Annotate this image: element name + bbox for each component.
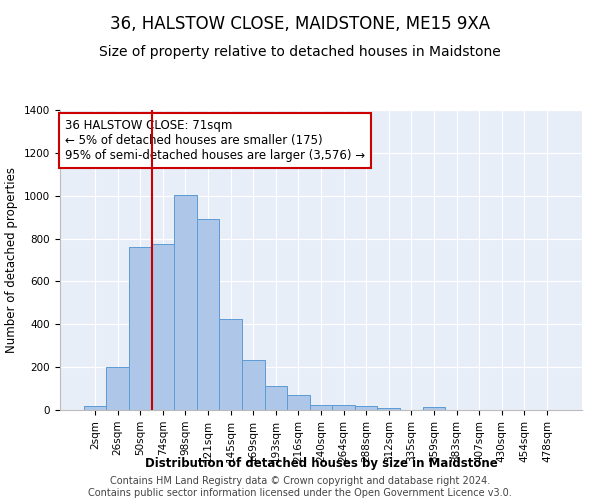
Bar [106,367,129,410]
Text: Distribution of detached houses by size in Maidstone: Distribution of detached houses by size … [145,458,497,470]
Bar [287,395,310,410]
Bar [197,220,220,410]
Bar [129,247,152,410]
Text: Size of property relative to detached houses in Maidstone: Size of property relative to detached ho… [99,45,501,59]
Bar [242,360,265,410]
Bar [174,194,197,410]
Bar [152,244,174,410]
Bar [377,408,400,410]
Bar [265,386,287,410]
Bar [355,406,377,410]
Text: 36, HALSTOW CLOSE, MAIDSTONE, ME15 9XA: 36, HALSTOW CLOSE, MAIDSTONE, ME15 9XA [110,15,490,33]
Bar [84,406,106,410]
Text: Contains HM Land Registry data © Crown copyright and database right 2024.
Contai: Contains HM Land Registry data © Crown c… [88,476,512,498]
Bar [422,407,445,410]
Bar [332,404,355,410]
Bar [310,404,332,410]
Bar [220,319,242,410]
Text: 36 HALSTOW CLOSE: 71sqm
← 5% of detached houses are smaller (175)
95% of semi-de: 36 HALSTOW CLOSE: 71sqm ← 5% of detached… [65,119,365,162]
Y-axis label: Number of detached properties: Number of detached properties [5,167,19,353]
